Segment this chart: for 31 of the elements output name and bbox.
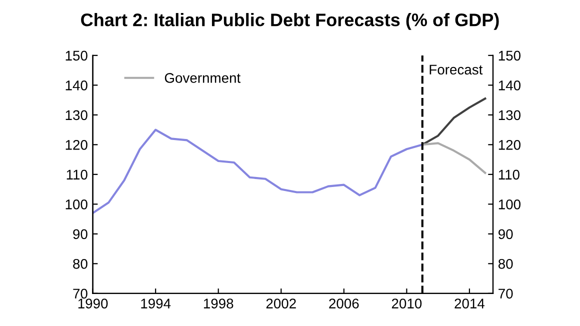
y2-tick-label: 100 bbox=[498, 199, 520, 210]
x-tick-label: 2002 bbox=[266, 298, 296, 308]
x-tick-label: 2010 bbox=[392, 298, 422, 308]
y-tick-label: 110 bbox=[66, 170, 88, 180]
y-tick-label: 140 bbox=[66, 80, 88, 90]
line-series bbox=[92, 128, 424, 214]
x-tick-label: 1990 bbox=[78, 298, 108, 308]
y-tick-label: 90 bbox=[73, 229, 88, 240]
x-tick-label: 2006 bbox=[329, 298, 359, 308]
y-tick-label: 120 bbox=[66, 140, 88, 150]
y2-tick-label: 80 bbox=[498, 258, 513, 269]
y2-tick-label: 120 bbox=[498, 140, 520, 150]
y-tick-label: 150 bbox=[66, 50, 88, 61]
ref-line-label: Forecast bbox=[430, 64, 483, 75]
x-tick-label: 1998 bbox=[204, 298, 234, 308]
y-tick-label: 100 bbox=[66, 199, 88, 210]
x-tick-label: 1994 bbox=[141, 298, 171, 308]
chart-title: Chart 2: Italian Public Debt Forecasts (% of GDP) bbox=[81, 13, 499, 30]
y2-tick-label: 140 bbox=[498, 80, 520, 90]
y2-tick-label: 130 bbox=[498, 110, 520, 120]
y-tick-label: 80 bbox=[73, 258, 88, 269]
line-series bbox=[421, 142, 486, 174]
x-tick-label: 2014 bbox=[454, 298, 485, 308]
y2-tick-label: 110 bbox=[498, 170, 520, 180]
legend-label: Government bbox=[164, 73, 241, 83]
y2-tick-label: 90 bbox=[498, 229, 513, 240]
y-tick-label: 130 bbox=[66, 110, 88, 120]
y2-tick-label: 150 bbox=[498, 50, 520, 61]
y2-tick-label: 70 bbox=[498, 288, 513, 299]
line-series bbox=[421, 98, 486, 146]
y-tick-label: 70 bbox=[73, 288, 88, 299]
